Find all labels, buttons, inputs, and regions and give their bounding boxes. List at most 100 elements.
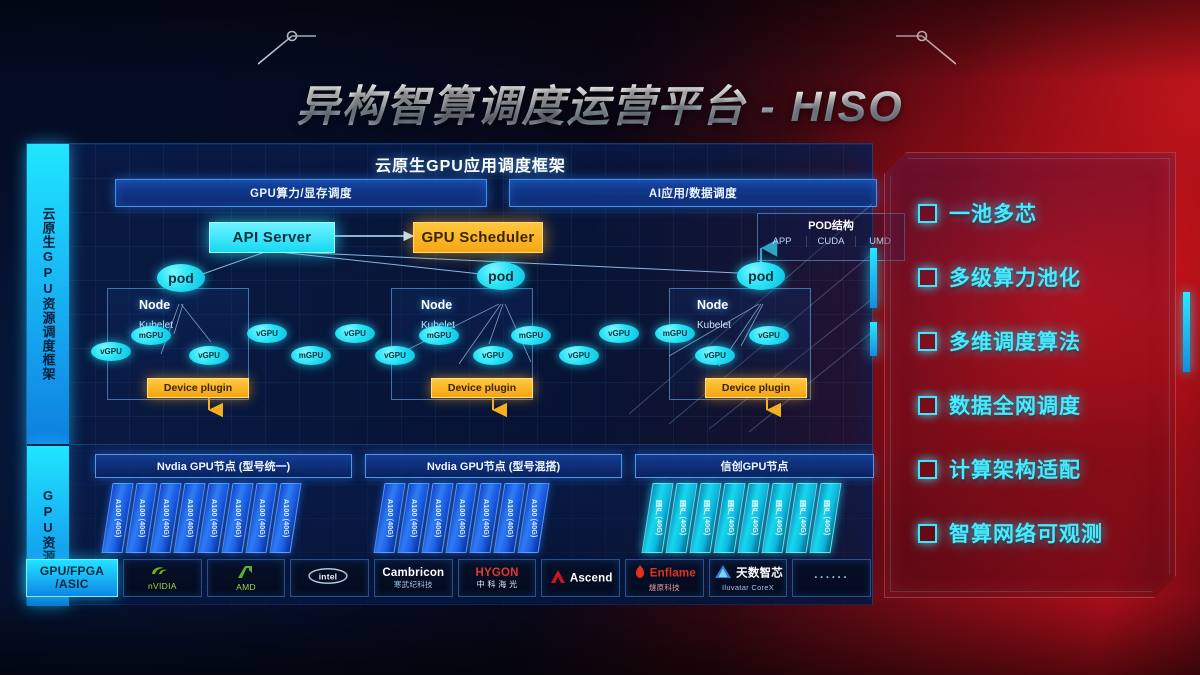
gpu-scheduler-box[interactable]: GPU Scheduler	[413, 222, 543, 253]
chip-vgpu-2-6[interactable]: vGPU	[599, 324, 639, 343]
vendor-subtitle: 燧原科技	[648, 583, 680, 592]
vendor-name: Ascend	[549, 569, 613, 588]
vendor-logo-category-label[interactable]: GPU/FPGA/ASIC	[26, 559, 118, 597]
gpu-card-label: 国产 (40G)	[822, 500, 830, 536]
amd-logo	[237, 565, 253, 583]
feature-item-1[interactable]: 一池多芯	[918, 198, 1037, 228]
vendor-logo-intel-logo[interactable]: intel	[290, 559, 370, 597]
vendor-name-text: Enflame	[649, 567, 696, 580]
vendor-name: HYGON	[475, 567, 518, 580]
chip-vgpu-3-2[interactable]: vGPU	[695, 346, 735, 365]
chip-vgpu-1-6[interactable]: vGPU	[335, 324, 375, 343]
vendor-name-text: HYGON	[475, 567, 519, 579]
svg-text:intel: intel	[319, 571, 337, 581]
feature-item-2[interactable]: 多级算力池化	[918, 262, 1081, 292]
top-bar-ai-application[interactable]: AI应用/数据调度	[509, 179, 877, 207]
device-plugin-3[interactable]: Device plugin	[705, 378, 807, 398]
panel-accent-notch-left-bottom	[870, 322, 877, 356]
chip-vgpu-2-1[interactable]: vGPU	[375, 346, 415, 365]
kubelet-label-1: Kubelet	[139, 320, 173, 331]
vendor-name: Enflame	[633, 564, 696, 583]
vendor-logo-ascend-logo[interactable]: Ascend	[541, 559, 621, 597]
checkbox-square-icon	[918, 267, 937, 287]
gpu-card-label: 国产 (40G)	[702, 500, 710, 536]
gpu-card-label: A100 (40G)	[186, 498, 194, 538]
node-title-1: Node	[139, 298, 171, 312]
chip-mgpu-3-1[interactable]: mGPU	[655, 324, 695, 343]
vendor-logo-ellipsis[interactable]: ······	[792, 559, 872, 597]
gpu-card-label: A100 (40G)	[234, 498, 242, 538]
scheduling-canvas: POD结构 APP CUDA UMD API Server GPU Schedu…	[69, 203, 905, 444]
device-plugin-2[interactable]: Device plugin	[431, 378, 533, 398]
feature-label-6: 智算网络可观测	[949, 523, 1103, 546]
vendor-logo-enflame-logo[interactable]: Enflame 燧原科技	[625, 559, 704, 597]
title-left-decoration	[258, 22, 318, 66]
gpu-node-header-3[interactable]: 信创GPU节点	[635, 454, 874, 478]
vendor-name-text: ······	[814, 571, 850, 584]
vendor-logo-iluvatar-logo[interactable]: 天数智芯 Iluvatar CoreX	[708, 559, 788, 597]
api-server-box[interactable]: API Server	[209, 222, 335, 253]
device-plugin-1[interactable]: Device plugin	[147, 378, 249, 398]
node-title-2: Node	[421, 298, 453, 312]
feature-item-5[interactable]: 计算架构适配	[918, 454, 1081, 484]
chip-vgpu-1-3[interactable]: vGPU	[189, 346, 229, 365]
gpu-card-label: 国产 (40G)	[750, 500, 758, 536]
chip-vgpu-2-5[interactable]: vGPU	[559, 346, 599, 365]
top-bar-gpu-compute[interactable]: GPU算力/显存调度	[115, 179, 487, 207]
feature-item-3[interactable]: 多维调度算法	[918, 326, 1081, 356]
pod-structure-cell-cuda: CUDA	[806, 236, 855, 247]
panel-accent-notch-right	[1183, 292, 1190, 372]
vendor-logo-amd-logo[interactable]: AMD	[206, 559, 286, 597]
vendor-name-text: 天数智芯	[736, 567, 783, 580]
node-title-3: Node	[697, 298, 729, 312]
feature-label-3: 多维调度算法	[949, 331, 1081, 354]
pod-badge-2[interactable]: pod	[477, 262, 525, 290]
checkbox-square-icon	[918, 395, 937, 415]
checkbox-square-icon	[918, 331, 937, 351]
pod-badge-1[interactable]: pod	[157, 264, 205, 292]
feature-label-4: 数据全网调度	[949, 395, 1081, 418]
gpu-node-header-1[interactable]: Nvdia GPU节点 (型号统一)	[95, 454, 352, 478]
feature-item-4[interactable]: 数据全网调度	[918, 390, 1081, 420]
vendor-subtitle: 中 科 海 光	[476, 580, 518, 589]
vendor-logo-cambricon-logo[interactable]: Cambricon 寒武纪科技	[374, 559, 453, 597]
vendor-name	[237, 565, 256, 583]
gpu-card-label: A100 (40G)	[458, 498, 466, 538]
gpu-card-label: A100 (40G)	[386, 498, 394, 538]
chip-vgpu-3-3[interactable]: vGPU	[749, 326, 789, 345]
checkbox-square-icon	[918, 203, 937, 223]
architecture-panel: 云原生GPU资源调度框架 GPU资源 云原生GPU应用调度框架 GPU算力/显存…	[26, 143, 905, 606]
chip-mgpu-2-2[interactable]: mGPU	[419, 326, 459, 345]
gpu-node-header-2[interactable]: Nvdia GPU节点 (型号混搭)	[365, 454, 622, 478]
gpu-card-label: A100 (40G)	[482, 498, 490, 538]
vendor-subtitle: 寒武纪科技	[393, 580, 433, 589]
checkbox-square-icon	[918, 459, 937, 479]
vendor-name: ······	[814, 572, 849, 585]
gpu-card-label: A100 (40G)	[210, 498, 218, 538]
feature-item-6[interactable]: 智算网络可观测	[918, 518, 1103, 548]
pod-badge-3[interactable]: pod	[737, 262, 785, 290]
chip-mgpu-2-4[interactable]: mGPU	[511, 326, 551, 345]
vendor-logo-hygon-logo[interactable]: HYGON 中 科 海 光	[457, 559, 537, 597]
vendor-logo-nvidia-logo[interactable]: nVIDIA	[123, 559, 202, 597]
gpu-card-label: A100 (40G)	[258, 498, 266, 538]
chip-mgpu-1-2[interactable]: mGPU	[131, 326, 171, 345]
page-title-text: 异构智算调度运营平台 - HISO	[296, 72, 903, 134]
chip-vgpu-1-4[interactable]: vGPU	[247, 324, 287, 343]
vendor-name	[150, 565, 175, 582]
vendor-subtitle: nVIDIA	[147, 581, 177, 591]
vendor-name: Cambricon	[382, 567, 444, 580]
pod-structure-cell-app: APP	[772, 236, 792, 247]
chip-mgpu-1-5[interactable]: mGPU	[291, 346, 331, 365]
enflame-logo	[633, 564, 647, 583]
chip-vgpu-1-1[interactable]: vGPU	[91, 342, 131, 361]
chip-vgpu-2-3[interactable]: vGPU	[473, 346, 513, 365]
vendor-name-text: Cambricon	[382, 567, 445, 579]
gpu-card-label: A100 (40G)	[138, 498, 146, 538]
feature-label-1: 一池多芯	[949, 203, 1037, 226]
kubelet-label-2: Kubelet	[421, 320, 455, 331]
kubelet-label-3: Kubelet	[697, 320, 731, 331]
gpu-card-label: A100 (40G)	[282, 498, 290, 538]
scheduling-section: 云原生GPU应用调度框架 GPU算力/显存调度 AI应用/数据调度	[69, 144, 905, 444]
